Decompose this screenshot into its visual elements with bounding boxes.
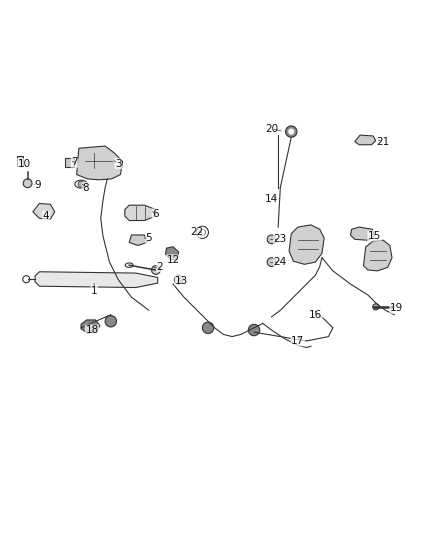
Circle shape [286,126,297,138]
Text: 9: 9 [34,181,41,190]
Text: 5: 5 [145,233,152,243]
Polygon shape [355,135,376,145]
Text: 14: 14 [265,193,278,204]
Bar [65,158,74,167]
Circle shape [174,275,183,284]
Text: 10: 10 [18,159,31,168]
Circle shape [152,265,160,274]
Polygon shape [125,205,155,221]
Text: 23: 23 [274,235,287,244]
Text: 21: 21 [377,136,390,147]
Text: 20: 20 [265,124,278,134]
Polygon shape [350,227,374,240]
Text: 19: 19 [390,303,403,313]
Text: 18: 18 [85,325,99,335]
Text: 6: 6 [152,209,159,219]
Text: 3: 3 [115,159,122,168]
Text: 15: 15 [368,231,381,241]
Circle shape [373,304,379,310]
Circle shape [248,324,260,336]
Polygon shape [364,240,392,271]
Text: 2: 2 [156,262,163,271]
Polygon shape [289,225,324,264]
Polygon shape [129,235,147,246]
Polygon shape [77,146,123,180]
Bar [17,156,23,166]
Text: 1: 1 [91,286,98,296]
Circle shape [267,258,276,266]
Text: 12: 12 [166,255,180,265]
Circle shape [202,322,214,334]
Text: 17: 17 [291,336,304,346]
Circle shape [78,181,84,187]
Text: 7: 7 [71,157,78,167]
Circle shape [288,128,294,135]
Text: 16: 16 [309,310,322,320]
Circle shape [23,179,32,188]
Polygon shape [35,272,158,287]
Text: 13: 13 [175,276,188,286]
Text: 24: 24 [274,257,287,267]
Polygon shape [33,204,55,219]
Circle shape [105,316,117,327]
Text: 22: 22 [191,228,204,237]
Text: 8: 8 [82,183,89,192]
Text: 4: 4 [42,211,49,221]
Polygon shape [166,247,179,260]
Polygon shape [81,320,100,333]
Circle shape [267,235,276,244]
